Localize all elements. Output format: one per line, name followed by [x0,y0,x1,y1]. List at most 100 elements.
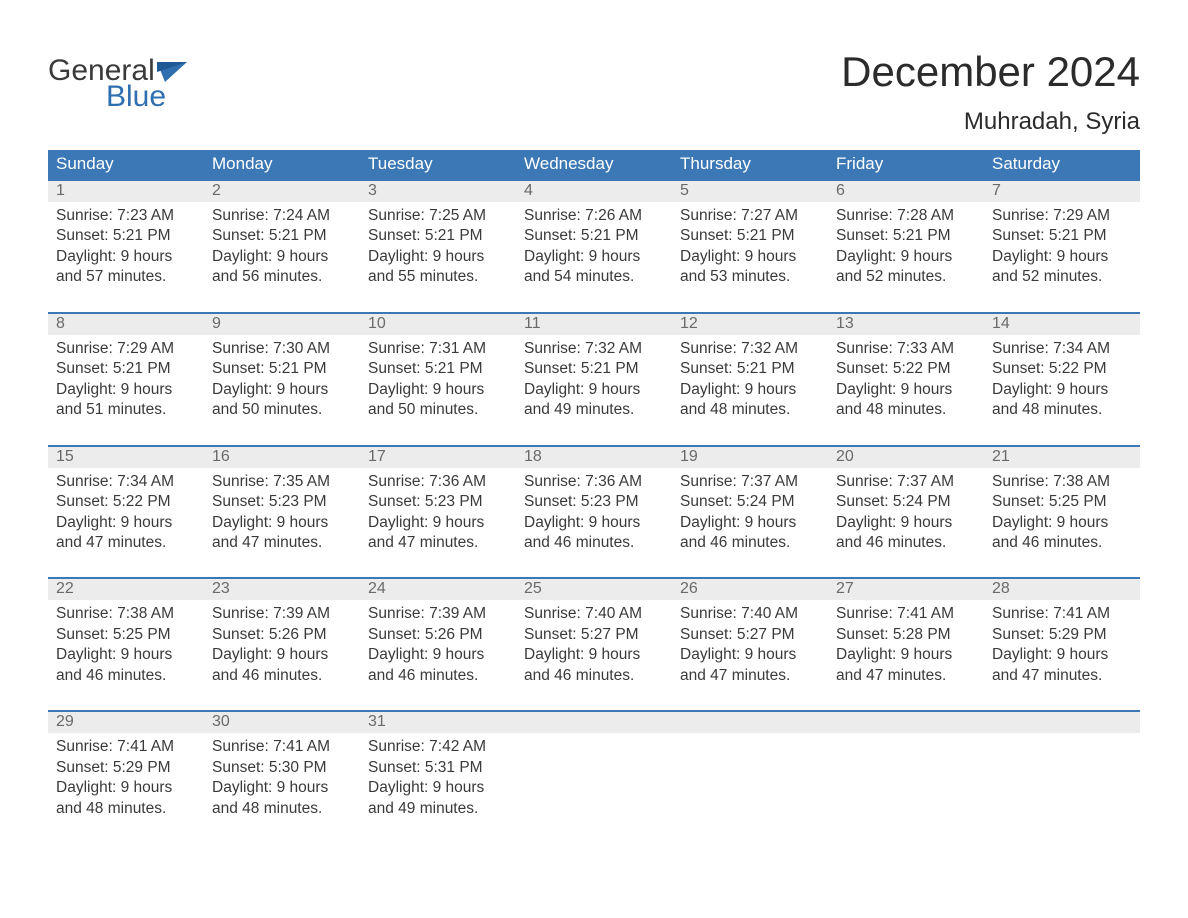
day-number-row: 22232425262728 [48,579,1140,600]
sunset-line: Sunset: 5:26 PM [212,625,352,645]
daylight-line1: Daylight: 9 hours [368,513,508,533]
daylight-line2: and 48 minutes. [212,799,352,819]
flag-icon [157,56,187,90]
sunrise-line: Sunrise: 7:40 AM [680,604,820,624]
day-cell: Sunrise: 7:40 AMSunset: 5:27 PMDaylight:… [672,600,828,686]
weekday-header: Saturday [984,150,1140,179]
sunrise-line: Sunrise: 7:24 AM [212,206,352,226]
day-cell [984,733,1140,819]
day-cell: Sunrise: 7:30 AMSunset: 5:21 PMDaylight:… [204,335,360,421]
sunrise-line: Sunrise: 7:36 AM [524,472,664,492]
daylight-line2: and 46 minutes. [56,666,196,686]
calendar-grid: Sunday Monday Tuesday Wednesday Thursday… [48,150,1140,819]
daylight-line1: Daylight: 9 hours [56,645,196,665]
day-number: 26 [672,579,828,600]
sunrise-line: Sunrise: 7:30 AM [212,339,352,359]
calendar-week: 22232425262728Sunrise: 7:38 AMSunset: 5:… [48,577,1140,686]
day-cell: Sunrise: 7:28 AMSunset: 5:21 PMDaylight:… [828,202,984,288]
sunrise-line: Sunrise: 7:32 AM [524,339,664,359]
daylight-line1: Daylight: 9 hours [368,247,508,267]
sunset-line: Sunset: 5:21 PM [680,226,820,246]
day-cell: Sunrise: 7:26 AMSunset: 5:21 PMDaylight:… [516,202,672,288]
daylight-line2: and 48 minutes. [56,799,196,819]
day-number-row: 1234567 [48,181,1140,202]
day-cell: Sunrise: 7:25 AMSunset: 5:21 PMDaylight:… [360,202,516,288]
day-content-row: Sunrise: 7:29 AMSunset: 5:21 PMDaylight:… [48,335,1140,421]
day-number: 29 [48,712,204,733]
sunset-line: Sunset: 5:21 PM [212,226,352,246]
day-cell: Sunrise: 7:42 AMSunset: 5:31 PMDaylight:… [360,733,516,819]
day-number: 16 [204,447,360,468]
day-number: 27 [828,579,984,600]
sunset-line: Sunset: 5:21 PM [524,226,664,246]
day-number: 23 [204,579,360,600]
daylight-line1: Daylight: 9 hours [524,247,664,267]
weekday-header-row: Sunday Monday Tuesday Wednesday Thursday… [48,150,1140,179]
sunrise-line: Sunrise: 7:23 AM [56,206,196,226]
day-number-row: 891011121314 [48,314,1140,335]
day-number: 14 [984,314,1140,335]
day-cell: Sunrise: 7:23 AMSunset: 5:21 PMDaylight:… [48,202,204,288]
daylight-line1: Daylight: 9 hours [836,247,976,267]
day-number: 24 [360,579,516,600]
daylight-line2: and 47 minutes. [992,666,1132,686]
day-number: 25 [516,579,672,600]
sunset-line: Sunset: 5:29 PM [992,625,1132,645]
day-cell: Sunrise: 7:41 AMSunset: 5:29 PMDaylight:… [48,733,204,819]
sunrise-line: Sunrise: 7:37 AM [680,472,820,492]
header: General Blue December 2024 Muhradah, Syr… [48,48,1140,136]
daylight-line2: and 53 minutes. [680,267,820,287]
sunset-line: Sunset: 5:25 PM [992,492,1132,512]
day-number: 7 [984,181,1140,202]
day-number: 11 [516,314,672,335]
daylight-line2: and 54 minutes. [524,267,664,287]
day-number-row: 15161718192021 [48,447,1140,468]
sunrise-line: Sunrise: 7:26 AM [524,206,664,226]
daylight-line2: and 49 minutes. [524,400,664,420]
day-number: 17 [360,447,516,468]
daylight-line1: Daylight: 9 hours [524,513,664,533]
daylight-line1: Daylight: 9 hours [368,778,508,798]
sunrise-line: Sunrise: 7:38 AM [56,604,196,624]
daylight-line1: Daylight: 9 hours [212,778,352,798]
weekday-header: Monday [204,150,360,179]
calendar-week: 891011121314Sunrise: 7:29 AMSunset: 5:21… [48,312,1140,421]
sunset-line: Sunset: 5:21 PM [680,359,820,379]
daylight-line1: Daylight: 9 hours [56,247,196,267]
day-number-row: 293031 [48,712,1140,733]
sunset-line: Sunset: 5:25 PM [56,625,196,645]
day-content-row: Sunrise: 7:41 AMSunset: 5:29 PMDaylight:… [48,733,1140,819]
day-cell: Sunrise: 7:31 AMSunset: 5:21 PMDaylight:… [360,335,516,421]
day-number: 20 [828,447,984,468]
logo: General Blue [48,54,187,114]
daylight-line2: and 46 minutes. [524,533,664,553]
sunrise-line: Sunrise: 7:34 AM [56,472,196,492]
day-number: 2 [204,181,360,202]
day-cell: Sunrise: 7:32 AMSunset: 5:21 PMDaylight:… [672,335,828,421]
sunrise-line: Sunrise: 7:29 AM [992,206,1132,226]
daylight-line2: and 46 minutes. [836,533,976,553]
day-cell: Sunrise: 7:39 AMSunset: 5:26 PMDaylight:… [360,600,516,686]
day-number: 1 [48,181,204,202]
day-number [672,712,828,733]
day-cell: Sunrise: 7:29 AMSunset: 5:21 PMDaylight:… [48,335,204,421]
daylight-line1: Daylight: 9 hours [836,513,976,533]
weekday-header: Friday [828,150,984,179]
daylight-line2: and 48 minutes. [836,400,976,420]
sunset-line: Sunset: 5:27 PM [680,625,820,645]
daylight-line2: and 46 minutes. [680,533,820,553]
sunrise-line: Sunrise: 7:42 AM [368,737,508,757]
daylight-line2: and 57 minutes. [56,267,196,287]
daylight-line1: Daylight: 9 hours [680,513,820,533]
sunset-line: Sunset: 5:28 PM [836,625,976,645]
day-number: 19 [672,447,828,468]
day-cell: Sunrise: 7:41 AMSunset: 5:28 PMDaylight:… [828,600,984,686]
sunset-line: Sunset: 5:21 PM [212,359,352,379]
daylight-line2: and 47 minutes. [56,533,196,553]
sunset-line: Sunset: 5:21 PM [368,226,508,246]
day-cell: Sunrise: 7:29 AMSunset: 5:21 PMDaylight:… [984,202,1140,288]
sunset-line: Sunset: 5:21 PM [992,226,1132,246]
day-content-row: Sunrise: 7:38 AMSunset: 5:25 PMDaylight:… [48,600,1140,686]
daylight-line1: Daylight: 9 hours [680,247,820,267]
daylight-line1: Daylight: 9 hours [56,380,196,400]
